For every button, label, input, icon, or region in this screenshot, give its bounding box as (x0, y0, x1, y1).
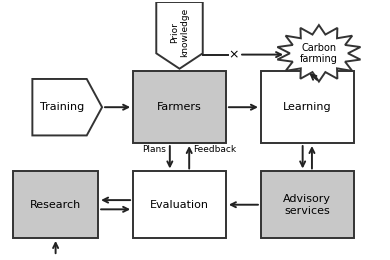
Text: Farmers: Farmers (157, 102, 202, 112)
FancyBboxPatch shape (133, 71, 226, 143)
Polygon shape (32, 79, 102, 135)
Text: Plans: Plans (142, 145, 166, 154)
FancyBboxPatch shape (13, 171, 98, 238)
Text: Research: Research (30, 200, 81, 210)
Text: Advisory
services: Advisory services (283, 194, 331, 216)
Polygon shape (156, 2, 203, 69)
Polygon shape (277, 25, 360, 82)
FancyBboxPatch shape (261, 171, 354, 238)
Text: Feedback: Feedback (193, 145, 236, 154)
FancyBboxPatch shape (261, 71, 354, 143)
FancyBboxPatch shape (133, 171, 226, 238)
Text: Training: Training (39, 102, 84, 112)
Text: Evaluation: Evaluation (150, 200, 209, 210)
Text: $\times$: $\times$ (228, 48, 239, 61)
Text: Prior
knowledge: Prior knowledge (170, 8, 189, 57)
Text: Carbon
farming: Carbon farming (300, 43, 338, 64)
Text: Learning: Learning (283, 102, 332, 112)
